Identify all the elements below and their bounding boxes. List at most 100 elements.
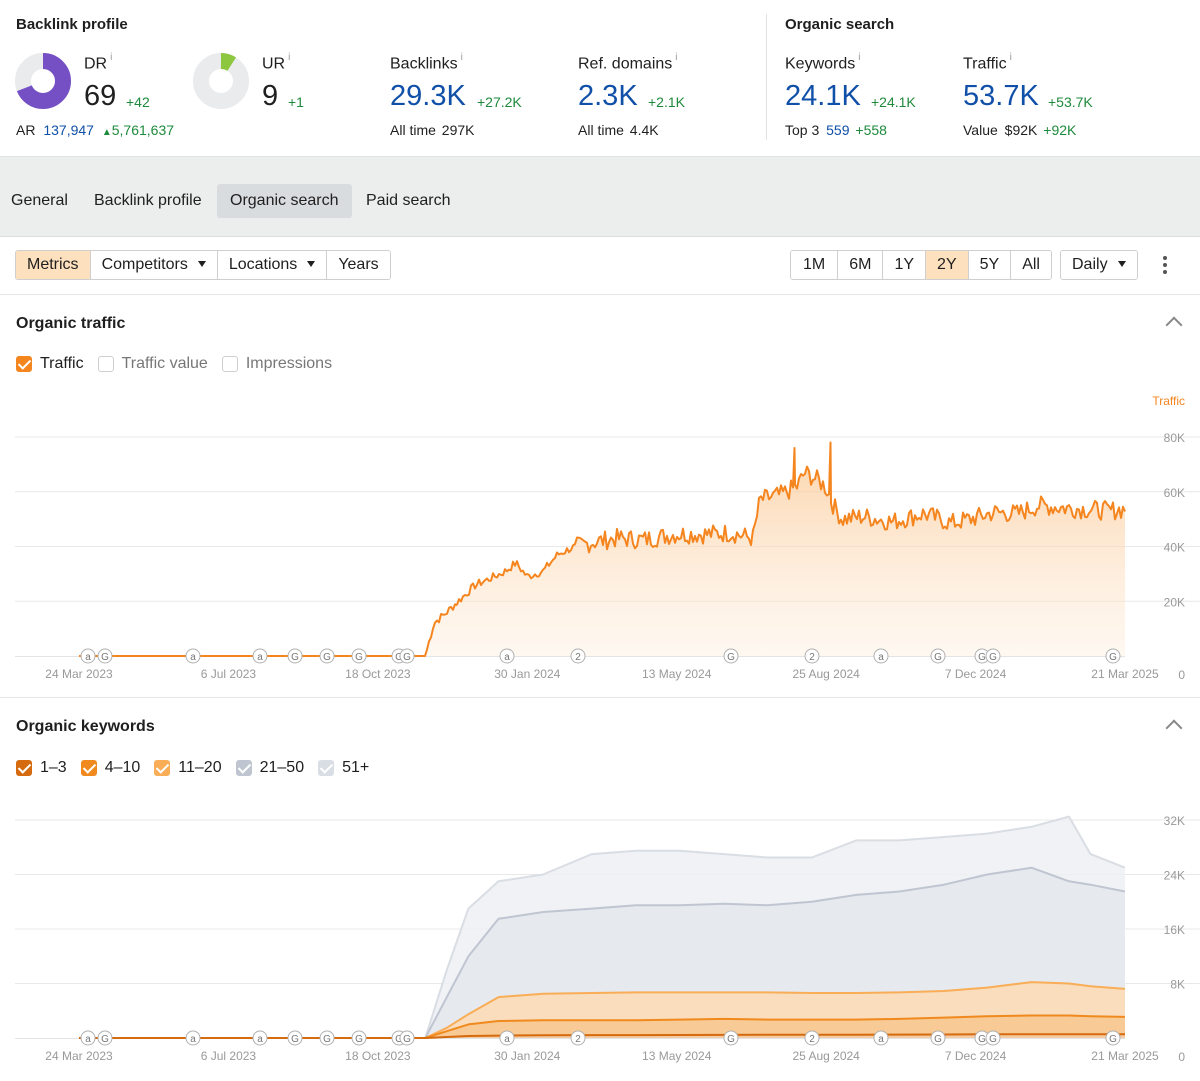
annotation-marker: a bbox=[252, 1030, 268, 1046]
range-1m-button[interactable]: 1M bbox=[791, 251, 839, 279]
annotation-marker-label: G bbox=[978, 1034, 986, 1045]
annotation-marker-circle bbox=[723, 648, 739, 664]
annotation-marker: 2 bbox=[570, 648, 586, 664]
ref-domains-delta: +2.1K bbox=[648, 94, 685, 110]
dr-metric-label[interactable]: DR i bbox=[84, 52, 113, 73]
range-1y-button[interactable]: 1Y bbox=[883, 251, 927, 279]
annotation-marker-circle bbox=[985, 1030, 1001, 1046]
legend-impressions[interactable]: Impressions bbox=[221, 355, 332, 373]
locations-label: Locations bbox=[228, 256, 298, 273]
range-5y-button[interactable]: 5Y bbox=[968, 251, 1012, 279]
annotation-marker-circle bbox=[80, 648, 96, 664]
annotation-marker-label: G bbox=[403, 652, 411, 663]
annotation-marker-label: G bbox=[355, 652, 363, 663]
chevron-down-icon bbox=[197, 260, 206, 267]
backlinks-info-icon[interactable]: i bbox=[460, 52, 463, 63]
organic-keywords-title: Organic keywords bbox=[16, 718, 155, 735]
legend-pos-51-plus[interactable]: 51+ bbox=[318, 759, 369, 777]
organic-traffic-title: Organic traffic bbox=[16, 315, 126, 332]
tab-paid-search[interactable]: Paid search bbox=[366, 192, 451, 209]
annotation-marker-circle bbox=[319, 1030, 335, 1046]
checkbox-icon[interactable] bbox=[16, 760, 32, 776]
keywords-value[interactable]: 24.1K bbox=[785, 80, 861, 112]
annotation-marker-circle bbox=[319, 648, 335, 664]
collapse-chevron-icon[interactable] bbox=[1165, 316, 1183, 334]
annotation-marker-label: 2 bbox=[809, 652, 815, 663]
traffic-metric-label[interactable]: Traffic i bbox=[963, 52, 1012, 73]
annotation-marker-circle bbox=[1105, 1030, 1121, 1046]
checkbox-icon[interactable] bbox=[221, 356, 238, 372]
tab-general[interactable]: General bbox=[11, 192, 68, 209]
legend-pos-11-20[interactable]: 11–20 bbox=[154, 759, 222, 777]
annotation-marker: G bbox=[97, 648, 113, 664]
traffic-area bbox=[79, 442, 1125, 656]
range-2y-button[interactable]: 2Y bbox=[926, 251, 969, 279]
more-options-icon[interactable] bbox=[1162, 256, 1168, 274]
annotation-marker-label: a bbox=[257, 652, 263, 663]
annotation-marker-label: G bbox=[1109, 1034, 1117, 1045]
keywords-metric-label[interactable]: Keywords i bbox=[785, 52, 861, 73]
annotation-marker-label: a bbox=[85, 1034, 91, 1045]
ar-value[interactable]: 137,947 bbox=[43, 122, 94, 138]
traffic-info-icon[interactable]: i bbox=[1009, 52, 1012, 63]
annotation-marker-label: 2 bbox=[809, 1034, 815, 1045]
locations-dropdown[interactable]: Locations bbox=[217, 251, 328, 279]
legend-pos-4-10[interactable]: 4–10 bbox=[80, 759, 140, 777]
legend-pos-1-3-label: 1–3 bbox=[40, 759, 67, 776]
organic-traffic-chart[interactable]: 80K 60K 40K 20K 0 24 Mar 2023 6 Jul 2023 18 Oct… bbox=[0, 385, 1200, 690]
annotation-marker-circle bbox=[499, 1030, 515, 1046]
annotation-marker-label: a bbox=[878, 652, 884, 663]
backlinks-metric-label[interactable]: Backlinks i bbox=[390, 52, 463, 73]
annotation-marker: G bbox=[1105, 648, 1121, 664]
ref-domains-value[interactable]: 2.3K bbox=[578, 80, 638, 112]
annotation-marker-circle bbox=[804, 1030, 820, 1046]
keywords-top3: Top 3 559 +558 bbox=[785, 122, 887, 138]
traffic-value[interactable]: 53.7K bbox=[963, 80, 1039, 112]
annotation-marker-label: a bbox=[190, 1034, 196, 1045]
y-tick-label: 8K bbox=[1170, 978, 1185, 992]
legend-pos-1-3[interactable]: 1–3 bbox=[16, 759, 67, 777]
backlinks-label: Backlinks bbox=[390, 55, 458, 73]
dr-info-icon[interactable]: i bbox=[110, 52, 113, 63]
backlinks-value[interactable]: 29.3K bbox=[390, 80, 466, 112]
metrics-button[interactable]: Metrics bbox=[16, 251, 91, 279]
legend-traffic-label: Traffic bbox=[40, 355, 84, 372]
annotation-marker-label: a bbox=[257, 1034, 263, 1045]
backlinks-alltime-label: All time bbox=[390, 122, 436, 138]
annotation-marker-circle bbox=[930, 1030, 946, 1046]
x-tick-label: 18 Oct 2023 bbox=[345, 667, 411, 681]
legend-traffic[interactable]: Traffic bbox=[16, 355, 84, 373]
tab-backlink-profile[interactable]: Backlink profile bbox=[94, 192, 202, 209]
annotation-marker-circle bbox=[287, 648, 303, 664]
legend-pos-21-50[interactable]: 21–50 bbox=[235, 759, 304, 777]
keywords-info-icon[interactable]: i bbox=[858, 52, 861, 63]
ur-label: UR bbox=[262, 55, 286, 73]
competitors-dropdown[interactable]: Competitors bbox=[90, 251, 218, 279]
ur-info-icon[interactable]: i bbox=[288, 52, 291, 63]
traffic-delta: +53.7K bbox=[1048, 94, 1093, 110]
collapse-chevron-icon[interactable] bbox=[1165, 719, 1183, 737]
ref-domains-metric-label[interactable]: Ref. domains i bbox=[578, 52, 678, 73]
years-button[interactable]: Years bbox=[327, 251, 390, 279]
chevron-down-icon bbox=[307, 260, 316, 267]
checkbox-icon[interactable] bbox=[235, 760, 252, 776]
checkbox-icon[interactable] bbox=[80, 760, 97, 776]
legend-traffic-value[interactable]: Traffic value bbox=[97, 355, 208, 373]
keywords-top3-value[interactable]: 559 bbox=[826, 122, 850, 138]
annotation-marker-label: G bbox=[101, 1034, 109, 1045]
checkbox-icon[interactable] bbox=[154, 760, 171, 776]
checkbox-icon[interactable] bbox=[97, 356, 114, 372]
granularity-dropdown[interactable]: Daily bbox=[1061, 251, 1137, 279]
checkbox-icon[interactable] bbox=[16, 356, 32, 372]
annotation-marker-circle bbox=[985, 648, 1001, 664]
range-all-button[interactable]: All bbox=[1011, 251, 1051, 279]
organic-keywords-chart[interactable]: 32K 24K 16K 8K 0 24 Mar 2023 6 Jul 2023 18 Oct … bbox=[0, 795, 1200, 1075]
checkbox-icon[interactable] bbox=[318, 760, 335, 776]
tab-organic-search[interactable]: Organic search bbox=[217, 184, 352, 218]
annotation-marker-label: G bbox=[1109, 652, 1117, 663]
ref-domains-info-icon[interactable]: i bbox=[675, 52, 678, 63]
legend-traffic-value-label: Traffic value bbox=[121, 355, 208, 372]
ur-metric-label[interactable]: UR i bbox=[262, 52, 291, 73]
range-6m-button[interactable]: 6M bbox=[838, 251, 884, 279]
annotation-marker-label: G bbox=[989, 1034, 997, 1045]
